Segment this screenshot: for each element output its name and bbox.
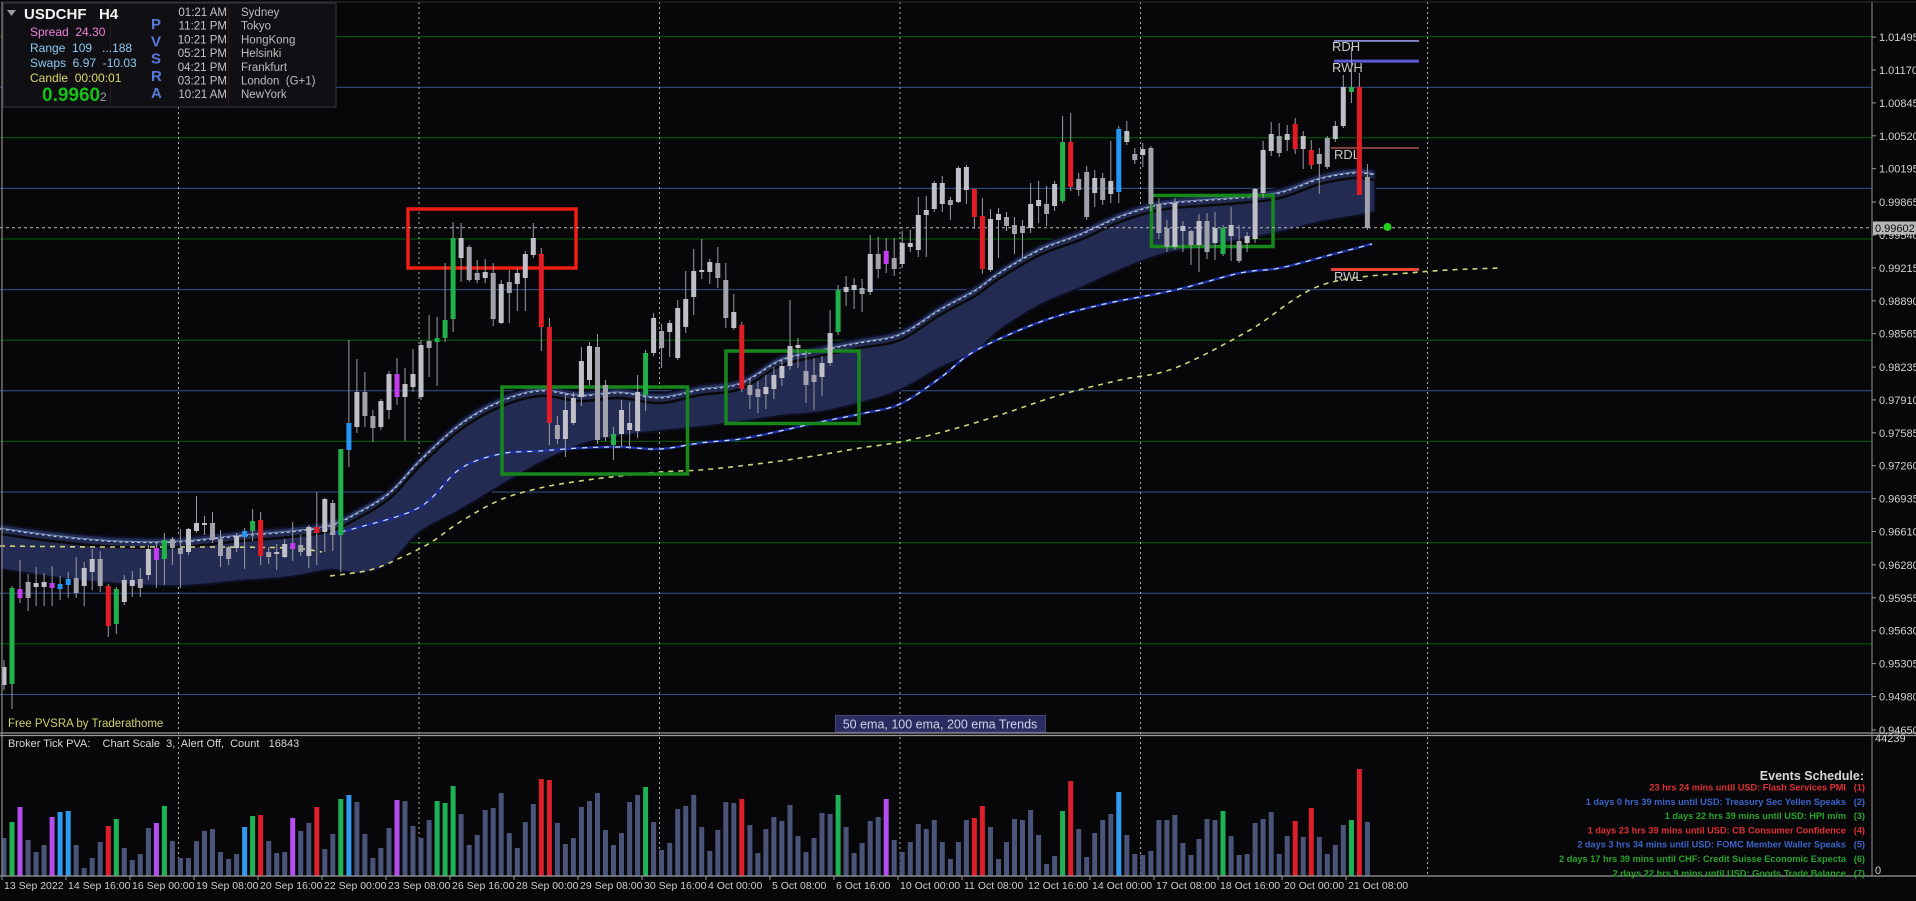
svg-text:(1): (1) <box>1854 783 1865 793</box>
svg-text:Spread 24.30: Spread 24.30 <box>30 25 106 39</box>
svg-text:0.98890: 0.98890 <box>1879 296 1916 308</box>
svg-text:05:21 PM: 05:21 PM <box>178 48 227 60</box>
svg-text:5 Oct 08:00: 5 Oct 08:00 <box>772 880 826 892</box>
svg-text:0: 0 <box>1875 865 1881 877</box>
svg-text:2: 2 <box>100 90 107 104</box>
svg-text:26 Sep 16:00: 26 Sep 16:00 <box>452 880 515 892</box>
svg-text:2 days 3 hrs 34 mins until USD: 2 days 3 hrs 34 mins until USD: FOMC Mem… <box>1577 840 1846 850</box>
svg-text:19 Sep 08:00: 19 Sep 08:00 <box>196 880 259 892</box>
svg-text:0.95305: 0.95305 <box>1879 659 1916 671</box>
svg-text:Range 109 ...188: Range 109 ...188 <box>30 41 132 55</box>
svg-text:22 Sep 00:00: 22 Sep 00:00 <box>324 880 387 892</box>
svg-text:1.01170: 1.01170 <box>1879 65 1916 77</box>
svg-text:(7): (7) <box>1854 868 1865 878</box>
svg-text:0.94650: 0.94650 <box>1879 725 1916 737</box>
svg-text:1.01495: 1.01495 <box>1879 32 1916 44</box>
svg-text:14 Sep 16:00: 14 Sep 16:00 <box>68 880 131 892</box>
svg-text:Free PVSRA by Traderathome: Free PVSRA by Traderathome <box>8 718 163 730</box>
svg-text:17 Oct 08:00: 17 Oct 08:00 <box>1156 880 1216 892</box>
svg-text:HongKong: HongKong <box>241 34 295 46</box>
svg-text:28 Sep 00:00: 28 Sep 00:00 <box>516 880 579 892</box>
svg-text:S: S <box>151 51 161 68</box>
svg-text:(6): (6) <box>1854 854 1865 864</box>
svg-text:RDL: RDL <box>1334 147 1360 162</box>
svg-text:R: R <box>151 68 162 85</box>
svg-text:0.97585: 0.97585 <box>1879 428 1916 440</box>
svg-text:04:21 PM: 04:21 PM <box>178 62 227 74</box>
svg-text:London (G+1): London (G+1) <box>241 76 316 88</box>
svg-text:0.98565: 0.98565 <box>1879 329 1916 341</box>
svg-text:Tokyo: Tokyo <box>241 21 271 33</box>
svg-text:Frankfurt: Frankfurt <box>241 62 288 74</box>
svg-text:(5): (5) <box>1854 840 1865 850</box>
svg-text:1 days 22 hrs 39 mins until US: 1 days 22 hrs 39 mins until USD: HPI m/m <box>1665 811 1846 821</box>
svg-text:NewYork: NewYork <box>241 89 287 101</box>
svg-text:P: P <box>151 16 161 33</box>
svg-text:0.96280: 0.96280 <box>1879 560 1916 572</box>
svg-text:0.99215: 0.99215 <box>1879 263 1916 275</box>
svg-text:0.98235: 0.98235 <box>1879 362 1916 374</box>
svg-text:29 Sep 08:00: 29 Sep 08:00 <box>580 880 643 892</box>
svg-text:(2): (2) <box>1854 797 1865 807</box>
svg-text:RDH: RDH <box>1332 39 1360 54</box>
svg-text:1.00195: 1.00195 <box>1879 164 1916 176</box>
svg-text:12 Oct 16:00: 12 Oct 16:00 <box>1028 880 1088 892</box>
svg-text:16 Sep 00:00: 16 Sep 00:00 <box>132 880 195 892</box>
svg-text:1 days 23 hrs 39 mins until US: 1 days 23 hrs 39 mins until USD: CB Cons… <box>1588 825 1846 835</box>
svg-text:Candle 00:00:01: Candle 00:00:01 <box>30 71 122 85</box>
svg-text:(3): (3) <box>1854 811 1865 821</box>
svg-text:0.99602: 0.99602 <box>1875 223 1915 235</box>
svg-text:0.97260: 0.97260 <box>1879 461 1916 473</box>
svg-text:20 Sep 16:00: 20 Sep 16:00 <box>260 880 323 892</box>
svg-text:1 days 0 hrs 39 mins until USD: 1 days 0 hrs 39 mins until USD: Treasury… <box>1586 797 1846 807</box>
svg-text:10:21 AM: 10:21 AM <box>178 89 227 101</box>
svg-text:Helsinki: Helsinki <box>241 48 281 60</box>
svg-text:4 Oct 00:00: 4 Oct 00:00 <box>708 880 762 892</box>
svg-text:RWL: RWL <box>1334 269 1363 284</box>
svg-text:A: A <box>151 85 162 102</box>
svg-text:11 Oct 08:00: 11 Oct 08:00 <box>964 880 1024 892</box>
svg-text:1.00520: 1.00520 <box>1879 131 1916 143</box>
svg-text:0.9960: 0.9960 <box>42 85 100 106</box>
svg-text:11:21 PM: 11:21 PM <box>179 21 227 33</box>
svg-text:0.95955: 0.95955 <box>1879 593 1916 605</box>
svg-text:1.00845: 1.00845 <box>1879 98 1916 110</box>
svg-text:0.94980: 0.94980 <box>1879 692 1916 704</box>
svg-text:13 Sep 2022: 13 Sep 2022 <box>4 880 64 892</box>
svg-text:Sydney: Sydney <box>241 7 280 19</box>
svg-text:0.99865: 0.99865 <box>1879 197 1916 209</box>
svg-text:01:21 AM: 01:21 AM <box>178 7 227 19</box>
svg-text:Events Schedule:: Events Schedule: <box>1760 769 1864 783</box>
svg-text:10 Oct 00:00: 10 Oct 00:00 <box>900 880 960 892</box>
svg-text:0.96935: 0.96935 <box>1879 494 1916 506</box>
svg-text:18 Oct 16:00: 18 Oct 16:00 <box>1220 880 1280 892</box>
svg-text:44239: 44239 <box>1875 733 1906 745</box>
svg-text:10:21 PM: 10:21 PM <box>178 34 227 46</box>
svg-text:14 Oct 00:00: 14 Oct 00:00 <box>1092 880 1152 892</box>
svg-text:20 Oct 00:00: 20 Oct 00:00 <box>1284 880 1344 892</box>
svg-text:USDCHF H4: USDCHF H4 <box>24 6 119 23</box>
svg-text:Broker Tick PVA: Chart Sca: Broker Tick PVA: Chart Scale 3, Alert Of… <box>8 738 299 750</box>
svg-text:0.97910: 0.97910 <box>1879 395 1916 407</box>
svg-text:RWH: RWH <box>1332 60 1363 75</box>
svg-text:0.95630: 0.95630 <box>1879 626 1916 638</box>
svg-text:V: V <box>151 33 161 50</box>
svg-text:30 Sep 16:00: 30 Sep 16:00 <box>644 880 707 892</box>
svg-text:23 hrs 24 mins until USD: Flas: 23 hrs 24 mins until USD: Flash Services… <box>1649 783 1846 793</box>
svg-text:50 ema, 100 ema, 200 ema: 50 ema, 100 ema, 200 ema Trends <box>843 718 1038 732</box>
svg-text:03:21 PM: 03:21 PM <box>178 76 227 88</box>
svg-text:2 days 22 hrs 9 mins until USD: 2 days 22 hrs 9 mins until USD: Goods Tr… <box>1613 868 1846 878</box>
svg-text:23 Sep 08:00: 23 Sep 08:00 <box>388 880 451 892</box>
svg-text:(4): (4) <box>1854 825 1865 835</box>
svg-text:2 days 17 hrs 39 mins until CH: 2 days 17 hrs 39 mins until CHF: Credit … <box>1559 854 1847 864</box>
svg-text:6 Oct 16:00: 6 Oct 16:00 <box>836 880 890 892</box>
svg-text:0.96610: 0.96610 <box>1879 527 1916 539</box>
svg-text:21 Oct 08:00: 21 Oct 08:00 <box>1348 880 1408 892</box>
svg-text:Swaps 6.97 -10.03: Swaps 6.97 -10.03 <box>30 56 137 70</box>
